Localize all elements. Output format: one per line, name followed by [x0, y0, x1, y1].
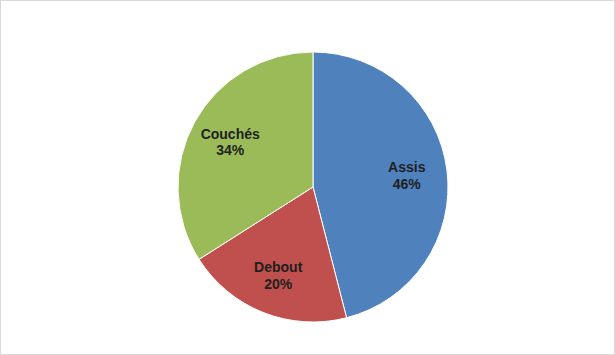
- svg-text:Debout20%: Debout20%: [254, 259, 303, 292]
- svg-text:Assis46%: Assis46%: [388, 159, 426, 192]
- svg-text:Couchés34%: Couchés34%: [201, 126, 260, 159]
